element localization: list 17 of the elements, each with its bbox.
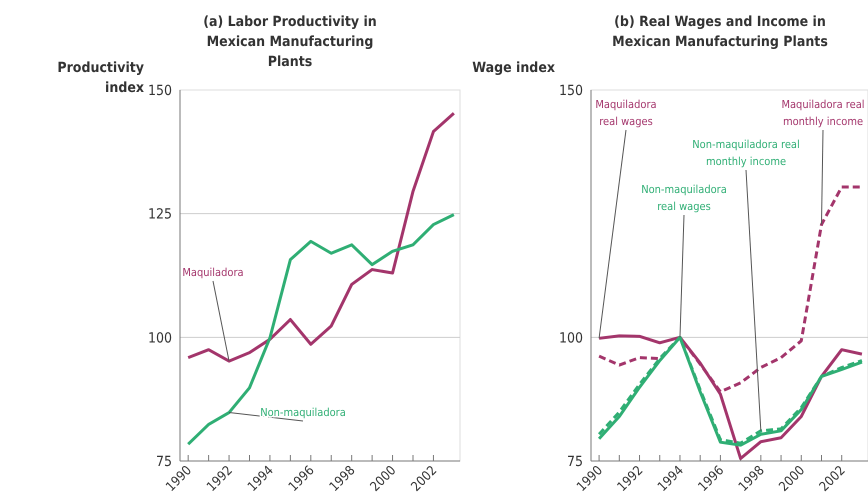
chart-title: (a) Labor Productivity in Mexican Manufacturing Plants	[203, 14, 377, 70]
y-tick-label: 150	[148, 83, 172, 99]
text: Maquiladora	[182, 266, 244, 279]
text: Maquiladora real wages	[595, 98, 657, 128]
y-tick-label: 125	[148, 206, 172, 223]
y-tick-label: 150	[558, 83, 583, 99]
series-label: Non-maquiladora	[260, 406, 346, 419]
text: Maquiladora real monthly income	[781, 98, 865, 128]
y-tick-label: 75	[566, 454, 583, 470]
y-axis-title: Wage index	[472, 60, 555, 76]
y-tick-label: 100	[148, 330, 172, 346]
chart-title: (b) Real Wages and Income in Mexican Manufacturing Plants	[612, 14, 828, 50]
y-axis-title: Productivity index	[57, 60, 144, 96]
text: Non-maquiladora real monthly income	[692, 138, 800, 168]
y-tick-label: 100	[558, 330, 583, 346]
y-tick-label: 75	[156, 454, 172, 470]
text: Non-maquiladora real wages	[641, 183, 727, 213]
